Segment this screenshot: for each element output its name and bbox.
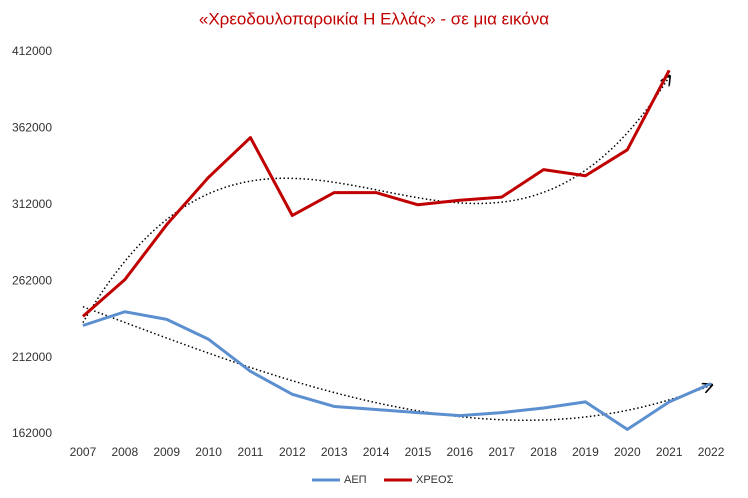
series-line <box>82 310 712 431</box>
y-tick-label: 212000 <box>12 350 52 364</box>
x-tick-label: 2020 <box>614 445 641 459</box>
y-tick-label: 162000 <box>12 426 52 440</box>
x-tick-label: 2014 <box>363 445 390 459</box>
series-line <box>81 69 671 318</box>
x-tick-label: 2012 <box>279 445 306 459</box>
x-tick-label: 2007 <box>70 445 97 459</box>
y-tick-label: 312000 <box>12 197 52 211</box>
y-tick-label: 362000 <box>12 121 52 135</box>
x-tick-label: 2021 <box>656 445 683 459</box>
x-tick-label: 2022 <box>698 445 725 459</box>
chart-title: «Χρεοδουλοπαροικία Η Ελλάς» - σε μια εικ… <box>199 9 549 28</box>
x-tick-label: 2011 <box>238 445 264 459</box>
x-tick-label: 2015 <box>405 445 432 459</box>
trendline <box>82 77 669 324</box>
x-tick-label: 2018 <box>530 445 557 459</box>
x-tick-label: 2016 <box>446 445 473 459</box>
x-tick-label: 2013 <box>321 445 348 459</box>
y-tick-label: 262000 <box>12 273 52 287</box>
legend-label: ΧΡΕΟΣ <box>416 474 454 486</box>
x-tick-label: 2009 <box>153 445 180 459</box>
legend-label: ΑΕΠ <box>344 474 367 486</box>
x-tick-label: 2019 <box>572 445 599 459</box>
x-tick-label: 2010 <box>195 445 222 459</box>
x-tick-label: 2017 <box>488 445 515 459</box>
x-tick-label: 2008 <box>111 445 138 459</box>
y-tick-label: 412000 <box>12 44 52 58</box>
